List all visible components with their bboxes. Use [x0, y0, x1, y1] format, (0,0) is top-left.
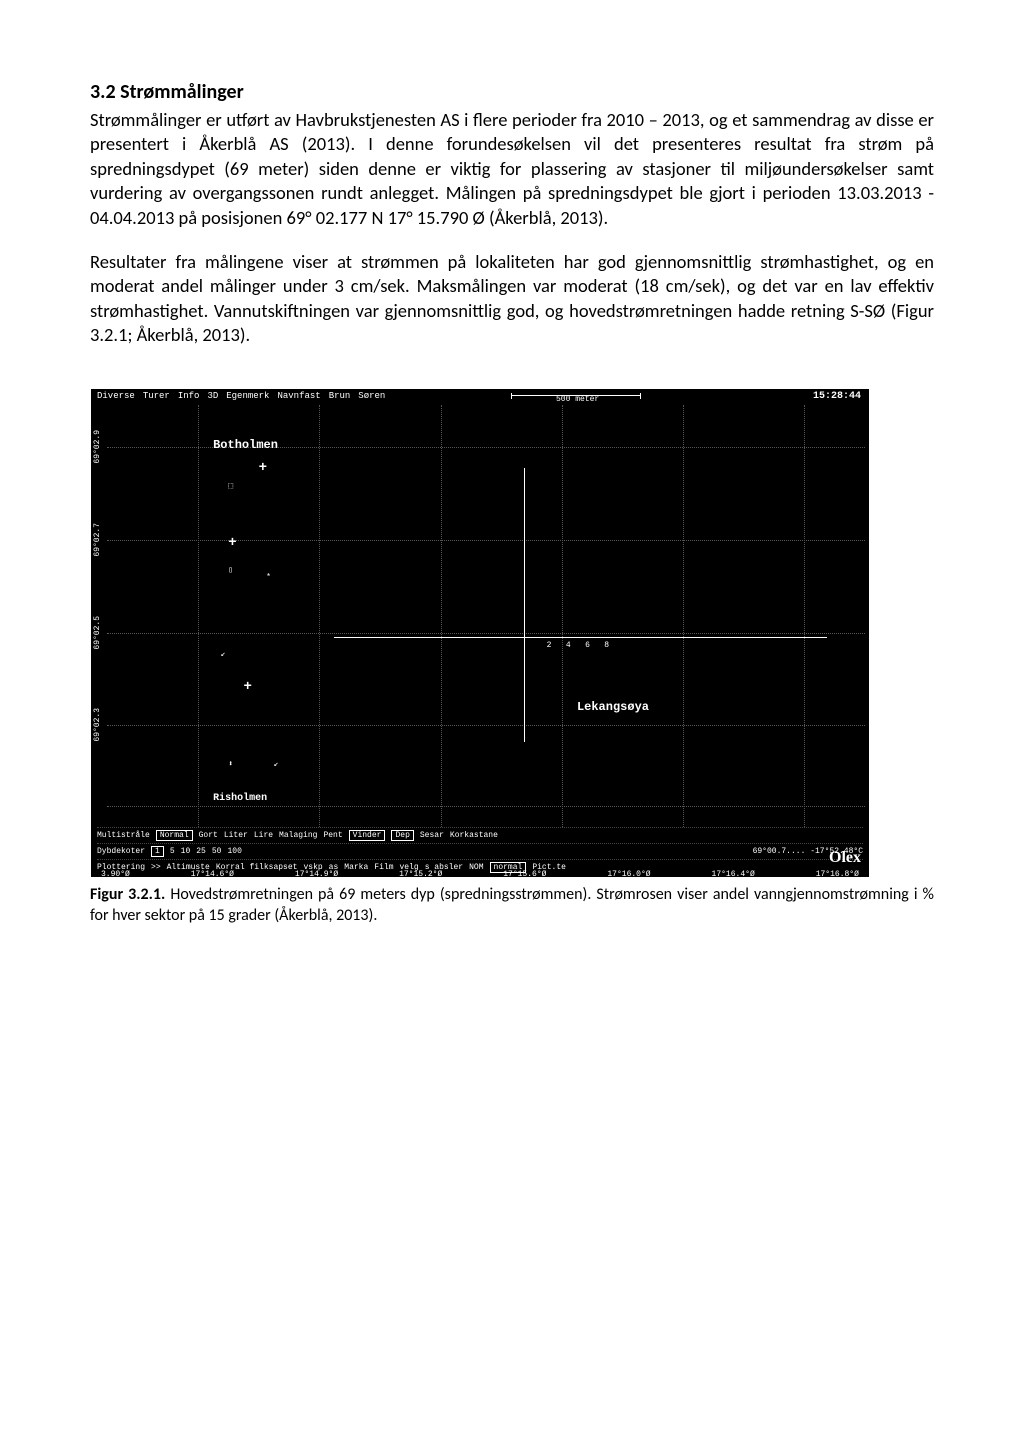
toolbar-label: Multistråle	[97, 831, 150, 840]
lon-tick: 17°14.9°Ø	[295, 870, 338, 878]
menu-item: 3D	[207, 391, 218, 401]
menu-item: Info	[178, 391, 200, 401]
menu-item: Brun	[329, 391, 351, 401]
clock-label: 15:28:44	[813, 391, 861, 402]
crosshair-vertical	[524, 468, 525, 742]
marker-plus: +	[243, 679, 251, 695]
marker-icon: ⬚	[228, 481, 233, 491]
toolbar-item: Pent	[323, 831, 342, 840]
place-label-lekangsoya: Lekangsøya	[577, 700, 649, 714]
lat-tick: 69°02.3	[93, 708, 102, 742]
longitude-axis: 3.90°Ø 17°14.6°Ø 17°14.9°Ø 17°15.2°Ø 17°…	[91, 870, 869, 878]
toolbar-item: Vinder	[349, 830, 386, 841]
lon-tick: 17°15.6°Ø	[503, 870, 546, 878]
map-figure: Diverse Turer Info 3D Egenmerk Navnfast …	[90, 388, 870, 878]
toolbar-item: 10	[181, 847, 191, 856]
marker-icon: ▯	[228, 565, 233, 575]
toolbar-label: Dybdekoter	[97, 847, 145, 856]
menu-item: Diverse	[97, 391, 135, 401]
lat-tick: 69°02.9	[93, 430, 102, 464]
paragraph-2: Resultater fra målingene viser at strømm…	[90, 250, 934, 348]
toolbar-item: Liter	[224, 831, 248, 840]
lat-tick: 69°02.5	[93, 616, 102, 650]
lon-tick: 17°16.0°Ø	[607, 870, 650, 878]
lat-tick: 69°02.7	[93, 523, 102, 557]
marker-icon: ↙	[221, 649, 226, 659]
menu-item: Egenmerk	[226, 391, 269, 401]
toolbar-item: 5	[170, 847, 175, 856]
lon-tick: 17°16.4°Ø	[712, 870, 755, 878]
marker-plus: +	[228, 535, 236, 551]
scale-label: 500 meter	[556, 395, 599, 404]
caption-text: Hovedstrømretningen på 69 meters dyp (sp…	[90, 885, 934, 926]
olex-brand: Olex	[829, 849, 861, 867]
caption-label: Figur 3.2.1.	[90, 885, 165, 904]
lon-tick: 17°14.6°Ø	[191, 870, 234, 878]
menu-item: Turer	[143, 391, 170, 401]
marker-plus: +	[259, 460, 267, 476]
lon-tick: 3.90°Ø	[101, 870, 130, 878]
map-menu-bar: Diverse Turer Info 3D Egenmerk Navnfast …	[97, 391, 863, 401]
toolbar-item: Normal	[156, 830, 193, 841]
toolbar-item: 50	[212, 847, 222, 856]
figure-caption: Figur 3.2.1. Hovedstrømretningen på 69 m…	[90, 884, 934, 927]
toolbar-item: Korkastane	[450, 831, 498, 840]
lon-tick: 17°16.8°Ø	[816, 870, 859, 878]
section-heading: 3.2 Strømmålinger	[90, 80, 934, 104]
toolbar-item: 100	[227, 847, 241, 856]
place-label-risholmen: Risholmen	[213, 793, 267, 804]
figure-block: Diverse Turer Info 3D Egenmerk Navnfast …	[90, 388, 934, 927]
marker-icon: *	[266, 573, 271, 582]
toolbar-item: Lire	[254, 831, 273, 840]
map-bottom-toolbar: Multistråle Normal Gort Liter Lire Malag…	[97, 825, 863, 873]
crosshair-horizontal	[334, 637, 827, 638]
lon-tick: 17°15.2°Ø	[399, 870, 442, 878]
marker-icon: ↙	[274, 759, 279, 769]
paragraph-1: Strømmålinger er utført av Havbrukstjene…	[90, 108, 934, 230]
toolbar-item: 25	[196, 847, 206, 856]
map-area: 69°02.9 69°02.7 69°02.5 69°02.3 Botholme…	[107, 405, 865, 827]
menu-item: Søren	[358, 391, 385, 401]
toolbar-item: Dep	[391, 830, 413, 841]
depth-ticks: 2 4 6 8	[547, 641, 609, 650]
scale-bar: 500 meter	[511, 395, 641, 399]
place-label-botholmen: Botholmen	[213, 438, 278, 452]
toolbar-item: Gort	[199, 831, 218, 840]
toolbar-item: 1	[151, 846, 164, 857]
menu-item: Navnfast	[277, 391, 320, 401]
marker-icon: ⬍	[228, 759, 233, 769]
toolbar-item: Sesar	[420, 831, 444, 840]
toolbar-item: Malaging	[279, 831, 317, 840]
